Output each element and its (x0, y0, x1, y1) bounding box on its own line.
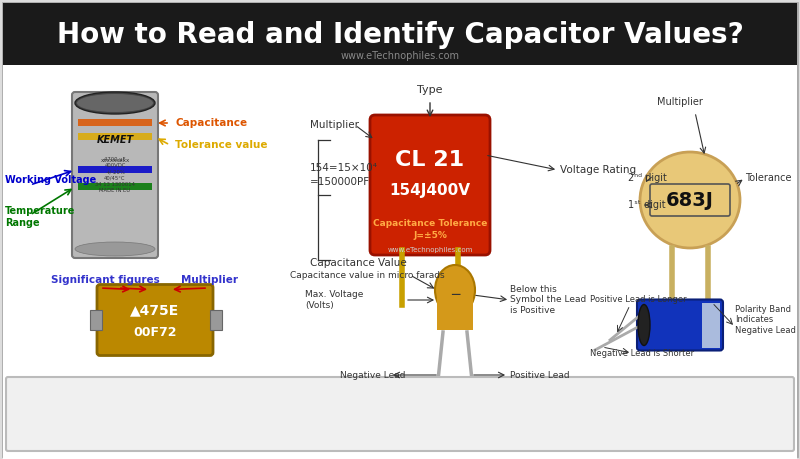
Bar (3, 65, 797, 459)
Text: Significant figures: Significant figures (50, 275, 159, 285)
Text: Multiplier: Multiplier (182, 275, 238, 285)
Ellipse shape (435, 265, 475, 315)
Ellipse shape (638, 304, 650, 346)
FancyBboxPatch shape (637, 300, 723, 351)
Text: Negative Lead: Negative Lead (340, 370, 406, 380)
Text: xxxxxxxxx: xxxxxxxxx (100, 157, 130, 162)
Text: Tolerance value: Tolerance value (175, 140, 267, 150)
Text: 4700 µF
400VDC
+/-20%
40/45°C
34 13 1300014
MADE IN EU: 4700 µF 400VDC +/-20% 40/45°C 34 13 1300… (95, 157, 135, 193)
Text: J=±5%: J=±5% (413, 230, 447, 240)
Text: Capacitance: Capacitance (175, 118, 247, 128)
Text: electrical device: electrical device (203, 392, 383, 410)
Text: 154J400V: 154J400V (390, 183, 470, 197)
Bar (437, 290, 473, 330)
Text: 683J: 683J (666, 190, 714, 209)
Bar (78, 133, 152, 140)
Text: that stores energy in the form of an: that stores energy in the form of an (383, 392, 787, 410)
Text: ─: ─ (451, 288, 459, 302)
Text: Capacitance value in micro farads: Capacitance value in micro farads (290, 270, 445, 280)
Text: Polarity Band
Indicates
Negative Lead: Polarity Band Indicates Negative Lead (735, 305, 796, 335)
Text: Capacitance Value: Capacitance Value (310, 258, 406, 268)
Text: Positive Lead is Longer: Positive Lead is Longer (590, 296, 686, 304)
Text: 1ˢᵗ digit: 1ˢᵗ digit (628, 200, 666, 210)
FancyBboxPatch shape (6, 377, 794, 451)
Bar (90, 310, 102, 330)
Text: electric field: electric field (46, 418, 185, 437)
Ellipse shape (75, 92, 155, 114)
Ellipse shape (75, 242, 155, 256)
Bar (78, 183, 152, 190)
Text: Type: Type (418, 85, 442, 95)
FancyBboxPatch shape (370, 115, 490, 255)
FancyBboxPatch shape (650, 184, 730, 216)
Text: Multiplier: Multiplier (657, 97, 703, 107)
Text: 154=15×10⁴
=150000PF: 154=15×10⁴ =150000PF (310, 163, 378, 187)
Text: CL 21: CL 21 (395, 150, 465, 170)
Text: Negative Lead is Shorter: Negative Lead is Shorter (590, 348, 694, 358)
Text: 00F72: 00F72 (134, 325, 177, 338)
Text: How to Read and Identify Capacitor Values?: How to Read and Identify Capacitor Value… (57, 21, 743, 49)
Text: and provides it back to the circuit when necessary.: and provides it back to the circuit when… (185, 418, 754, 437)
Ellipse shape (77, 94, 153, 112)
Bar (702, 302, 720, 347)
Ellipse shape (640, 152, 740, 248)
Text: Below this
Symbol the Lead
is Positive: Below this Symbol the Lead is Positive (510, 285, 586, 315)
Bar (78, 166, 152, 173)
Bar (210, 310, 222, 330)
Text: Voltage Rating: Voltage Rating (560, 165, 636, 175)
Text: Tolerance: Tolerance (745, 173, 791, 183)
Text: A capacitor is an: A capacitor is an (13, 392, 203, 410)
Text: Max. Voltage
(Volts): Max. Voltage (Volts) (305, 290, 363, 310)
Text: 2ⁿᵈ digit: 2ⁿᵈ digit (628, 173, 667, 183)
Text: www.eTechnophiles.com: www.eTechnophiles.com (387, 247, 473, 253)
Text: Multiplier: Multiplier (310, 120, 359, 130)
Text: www.eTechnophiles.com: www.eTechnophiles.com (341, 50, 459, 61)
Text: ▲475E: ▲475E (130, 303, 180, 317)
Bar (3, 3, 797, 65)
FancyBboxPatch shape (72, 92, 158, 258)
FancyBboxPatch shape (97, 285, 213, 356)
Text: Temperature
Range: Temperature Range (5, 206, 75, 228)
Text: Positive Lead: Positive Lead (510, 370, 570, 380)
Bar (78, 119, 152, 126)
Text: Working Voltage: Working Voltage (5, 175, 96, 185)
Text: Capacitance Tolerance: Capacitance Tolerance (373, 218, 487, 228)
Text: KEMET: KEMET (97, 135, 134, 145)
